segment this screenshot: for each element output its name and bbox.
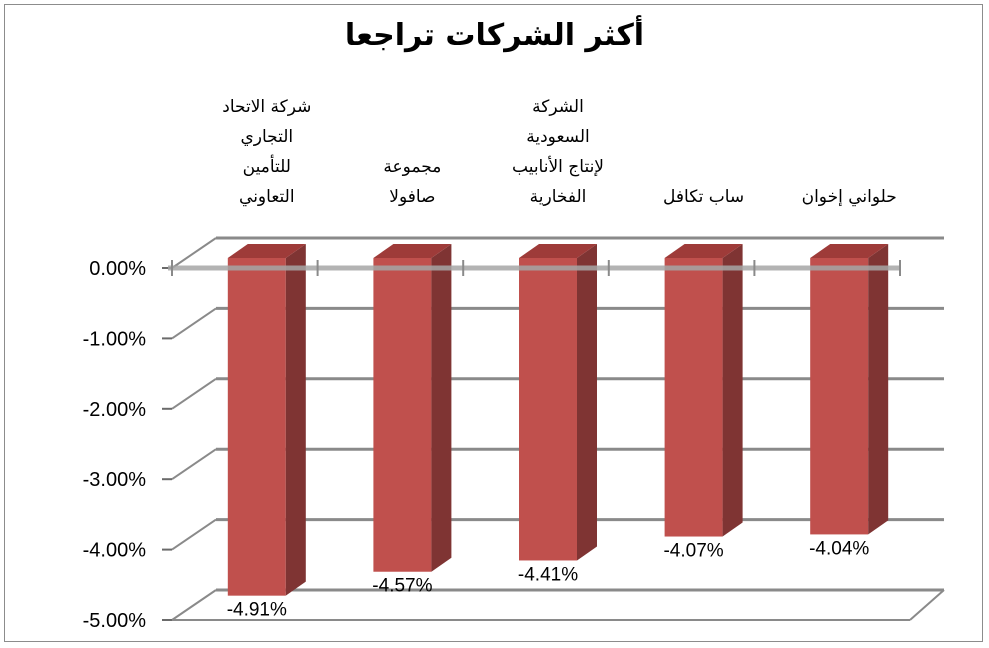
bar-side [285,244,306,596]
data-label: -4.41% [518,564,578,585]
gridline-side [171,237,217,269]
bar-top [519,244,597,258]
y-tick-label: -3.00% [83,469,147,491]
gridline-side [171,307,217,340]
bar-top [664,244,743,258]
data-label: -4.07% [663,541,723,562]
bar [227,258,286,596]
bar [810,258,869,535]
gridline-side [171,448,217,481]
gridline-side [171,377,217,410]
bar [519,258,577,561]
data-label: -4.04% [809,538,869,559]
y-tick-label: -4.00% [83,540,147,562]
bar-side [868,244,889,535]
gridline-side [171,518,217,551]
bar [664,258,723,537]
bar-top [227,244,306,258]
category-label: الشركة السعودية لإنتاج الأنابيب الفخارية [512,97,604,207]
data-label: -4.91% [227,600,287,621]
category-label: حلواني إخوان [801,187,897,207]
bar-side [431,244,452,572]
bar-side [722,244,743,537]
floor-side [909,589,945,621]
bar [373,258,432,572]
y-tick-label: -1.00% [83,328,147,350]
y-tick-label: -2.00% [83,399,147,421]
bar-side [577,244,597,561]
data-label: -4.57% [372,576,432,597]
category-label: شركة الاتحاد التجاري للتأمين التعاوني [222,97,312,207]
bar-top [373,244,452,258]
y-tick-label: 0.00% [89,258,146,280]
gridline-side [171,589,217,621]
category-label: ساب تكافل [663,187,745,207]
bar-top [810,244,889,258]
y-tick-label: -5.00% [83,610,147,632]
category-label: مجموعة صافولا [383,157,442,207]
chart-title: أكثر الشركات تراجعا [344,18,645,53]
